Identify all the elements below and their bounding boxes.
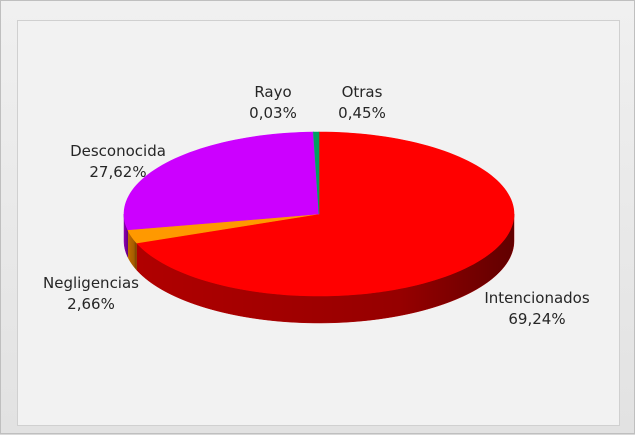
pie-side-shade-intencionados: [136, 214, 514, 323]
pie-side-shade-desconocida: [124, 214, 128, 257]
pie-slice-otras: [313, 131, 320, 215]
value-label-rayo: 0,03%: [249, 104, 297, 122]
pie-slice-negligencias: [127, 213, 320, 244]
pie-labels: Intencionados 69,24% Negligencias 2,66% Desc…: [43, 83, 590, 328]
value-label-otras: 0,45%: [338, 104, 386, 122]
label-otras: Otras: [342, 83, 383, 101]
pie-slice-desconocida: [123, 131, 320, 231]
label-desconocida: Desconocida: [70, 142, 166, 160]
label-rayo: Rayo: [254, 83, 291, 101]
value-label-negligencias: 2,66%: [67, 295, 115, 313]
label-negligencias: Negligencias: [43, 274, 139, 292]
label-intencionados: Intencionados: [484, 289, 590, 307]
pie-side-shade-negligencias: [127, 229, 137, 271]
value-label-intencionados: 69,24%: [508, 310, 565, 328]
pie-tops: [123, 131, 515, 297]
value-label-desconocida: 27,62%: [89, 163, 146, 181]
pie-slice-intencionados: [136, 131, 515, 297]
